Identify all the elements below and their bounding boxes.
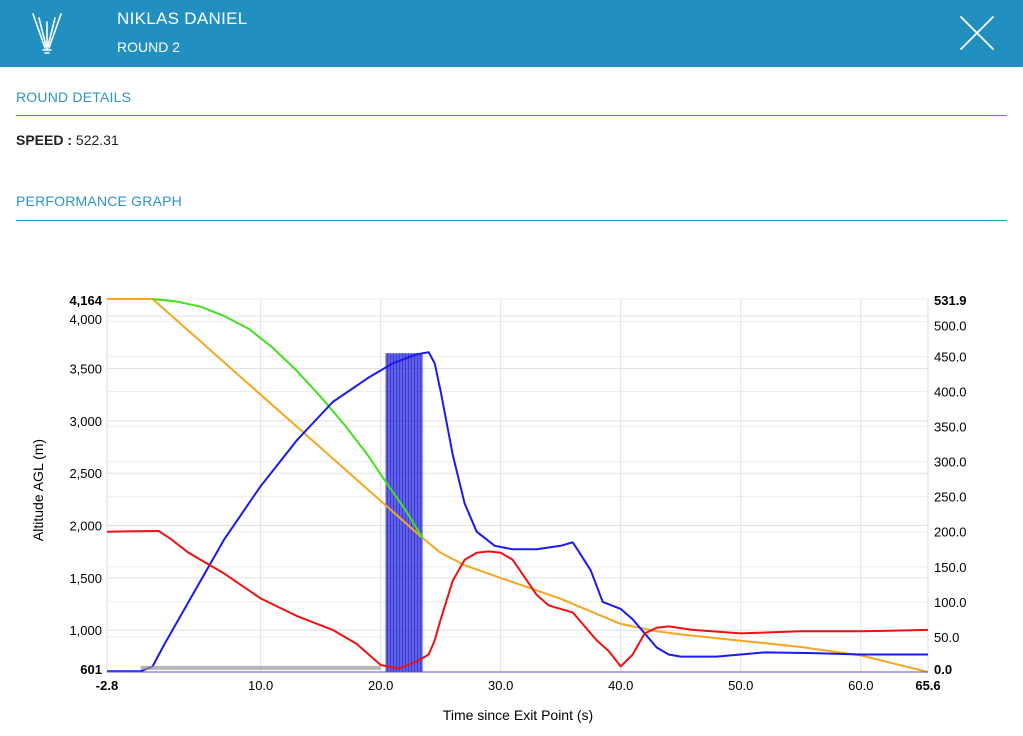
- x-tick-labels: -2.8 10.0 20.0 30.0 40.0 50.0 60.0 65.6: [96, 678, 941, 693]
- y-tick-label: 1,000: [69, 623, 102, 638]
- y-tick-label: 4,000: [69, 312, 102, 327]
- chart-series: [106, 298, 929, 673]
- series-line-0: [107, 298, 929, 673]
- y2-tick-label: 400.0: [934, 384, 967, 399]
- round-details-title: ROUND DETAILS: [16, 89, 132, 105]
- speed-window-highlight: [385, 353, 423, 672]
- y2-tick-label: 531.9: [934, 293, 967, 308]
- y2-tick-label: 350.0: [934, 420, 967, 435]
- y-tick-label: 601: [80, 662, 102, 677]
- section-divider: [16, 115, 1007, 116]
- series-line-3: [106, 530, 929, 670]
- y-tick-label: 3,000: [69, 414, 102, 429]
- x-tick-label: 10.0: [248, 678, 273, 693]
- y2-tick-label: 500.0: [934, 318, 967, 333]
- y2-tick-label: 50.0: [934, 630, 959, 645]
- pilot-name: NIKLAS DANIEL: [117, 9, 248, 28]
- y-axis-label: Altitude AGL (m): [30, 439, 46, 541]
- x-tick-label: 65.6: [915, 678, 940, 693]
- y2-tick-label: 250.0: [934, 490, 967, 505]
- series-line-1: [152, 298, 424, 539]
- speed-window-hatch: [387, 353, 421, 672]
- x-tick-label: 30.0: [488, 678, 513, 693]
- x-tick-label: -2.8: [96, 678, 118, 693]
- x-axis-label: Time since Exit Point (s): [443, 707, 593, 723]
- app-header: NIKLAS DANIEL ROUND 2: [0, 0, 1023, 67]
- x-tick-label: 60.0: [848, 678, 873, 693]
- y-tick-label: 1,500: [69, 571, 102, 586]
- close-icon[interactable]: [958, 14, 996, 52]
- y2-tick-labels: 0.0 50.0 100.0 150.0 200.0 250.0 300.0 350.0 400…: [934, 293, 967, 677]
- y-tick-label: 3,500: [69, 362, 102, 377]
- speed-label: SPEED :: [16, 132, 73, 148]
- y2-tick-label: 300.0: [934, 455, 967, 470]
- series-line-2: [107, 351, 928, 673]
- y2-tick-label: 450.0: [934, 349, 967, 364]
- y2-tick-label: 200.0: [934, 525, 967, 540]
- y-tick-label: 2,500: [69, 466, 102, 481]
- speed-value: 522.31: [75, 132, 119, 148]
- y2-tick-label: 100.0: [934, 595, 967, 610]
- y-tick-label: 4,164: [69, 293, 102, 308]
- y-tick-label: 2,000: [69, 519, 102, 534]
- performance-chart: -2.8 10.0 20.0 30.0 40.0 50.0 60.0 65.6 601 1,00…: [0, 280, 1023, 736]
- round-label: ROUND 2: [117, 39, 181, 55]
- x-tick-label: 40.0: [608, 678, 633, 693]
- chart-grid: [106, 298, 929, 673]
- wingsuit-logo-icon: [32, 13, 62, 54]
- performance-graph-title: PERFORMANCE GRAPH: [16, 193, 182, 209]
- y-tick-labels: 601 1,000 1,500 2,000 2,500 3,000 3,500 4,000 4,…: [69, 293, 102, 677]
- y2-tick-label: 150.0: [934, 560, 967, 575]
- y2-tick-label: 0.0: [934, 662, 952, 677]
- performance-chart-svg: -2.8 10.0 20.0 30.0 40.0 50.0 60.0 65.6 601 1,00…: [30, 293, 967, 723]
- section-divider: [16, 220, 1007, 221]
- speed-row: SPEED : 522.31: [16, 132, 119, 148]
- x-tick-label: 20.0: [368, 678, 393, 693]
- x-tick-label: 50.0: [728, 678, 753, 693]
